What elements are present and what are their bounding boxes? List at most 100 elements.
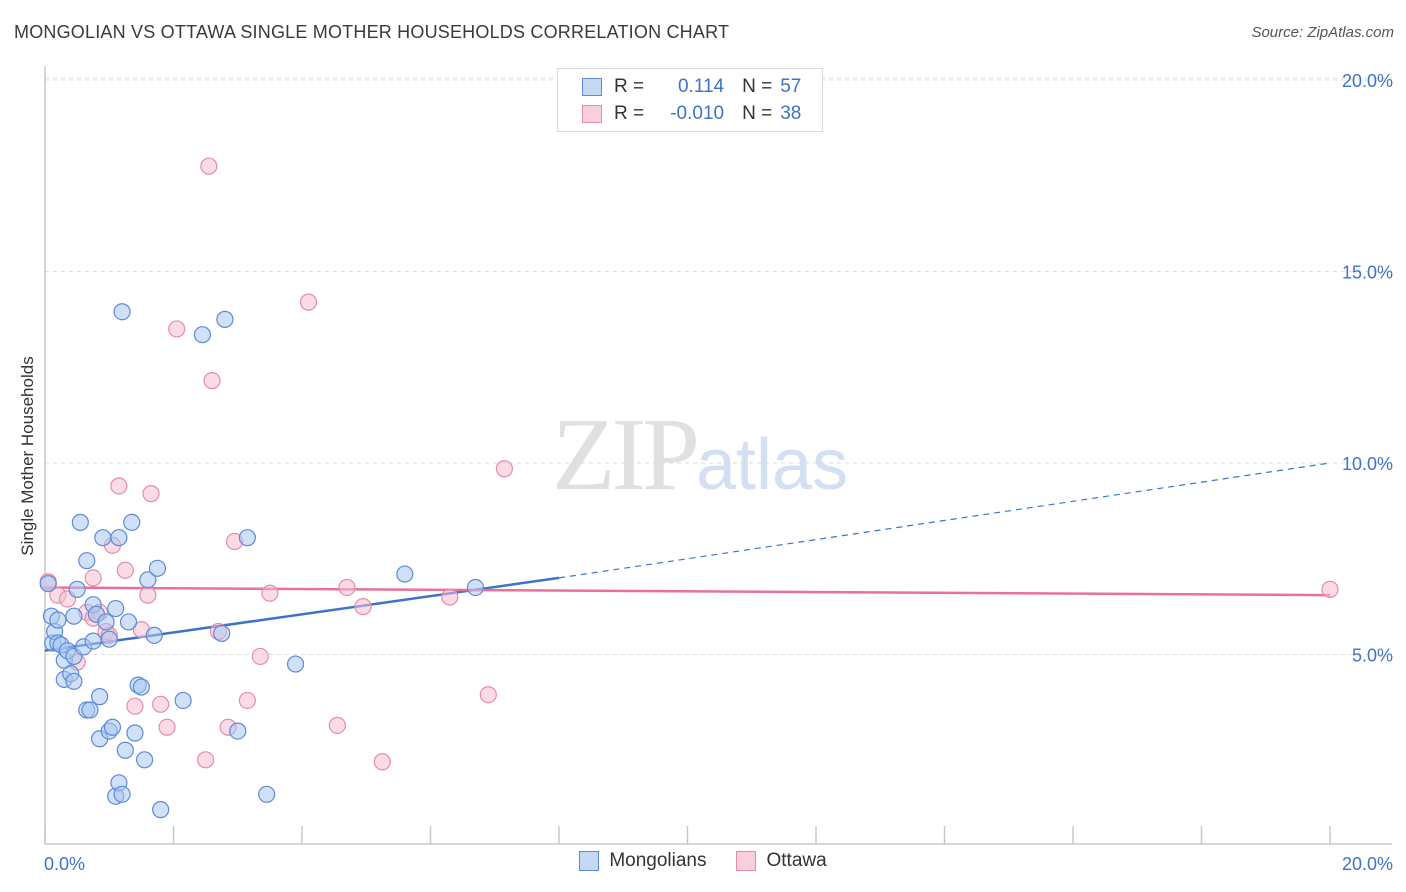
y-tick-label: 5.0% bbox=[1352, 646, 1393, 666]
ottawa-point bbox=[139, 586, 157, 604]
ottawa-point bbox=[126, 697, 144, 715]
legend-row-ottawa: R = -0.010 N = 38 bbox=[582, 102, 801, 126]
ottawa-point bbox=[197, 751, 215, 769]
mongolians-point bbox=[152, 801, 170, 819]
mongolians-point bbox=[126, 724, 144, 742]
ottawa-point bbox=[168, 320, 186, 338]
x-tick-label-max: 20.0% bbox=[1342, 854, 1393, 874]
ottawa-point bbox=[261, 584, 279, 602]
n-label: N = bbox=[742, 103, 773, 124]
mongolians-point bbox=[148, 559, 167, 577]
ottawa-point bbox=[373, 753, 391, 771]
tick-labels: 5.0% 10.0% 15.0% 20.0% 0.0% 20.0% bbox=[44, 71, 1393, 874]
ottawa-point bbox=[152, 695, 170, 713]
mongolians-point bbox=[135, 751, 154, 769]
ottawa-point bbox=[84, 569, 102, 587]
ottawa-point bbox=[441, 588, 459, 606]
n-label: N = bbox=[742, 76, 773, 97]
mongolians-point bbox=[49, 611, 67, 629]
data-points bbox=[39, 157, 1339, 819]
watermark-atlas: atlas bbox=[696, 425, 849, 505]
mongolians-point bbox=[116, 741, 134, 759]
mongolians-point bbox=[216, 310, 234, 328]
n-value: 57 bbox=[780, 76, 802, 97]
source-label: Source: ZipAtlas.com bbox=[1251, 24, 1394, 41]
ottawa-point bbox=[251, 647, 269, 666]
mongolians-point bbox=[123, 513, 141, 531]
mongolians-point bbox=[91, 688, 109, 706]
blue-swatch bbox=[582, 78, 602, 96]
pink-swatch bbox=[736, 851, 757, 871]
grid bbox=[45, 77, 1392, 655]
ottawa-point bbox=[200, 157, 218, 175]
mongolians-point bbox=[193, 326, 212, 344]
legend-item-ottawa[interactable]: Ottawa bbox=[736, 850, 827, 872]
y-tick-label: 20.0% bbox=[1342, 71, 1393, 91]
trend-lines bbox=[44, 462, 1331, 652]
mongolians-point bbox=[65, 607, 83, 625]
mongolians-point bbox=[145, 626, 163, 644]
mongolians-point bbox=[97, 613, 115, 631]
ottawa-point bbox=[479, 686, 497, 704]
pink-swatch bbox=[582, 105, 602, 123]
r-label: R = bbox=[614, 103, 645, 124]
trend-line-ottawa bbox=[44, 586, 1331, 597]
mongolians-point bbox=[238, 529, 256, 547]
y-tick-label: 10.0% bbox=[1342, 454, 1393, 474]
legend-item-mongolians[interactable]: Mongolians bbox=[579, 850, 706, 872]
mongolians-point bbox=[78, 552, 96, 570]
ottawa-point bbox=[203, 372, 221, 390]
series-legend: Mongolians Ottawa bbox=[0, 850, 1406, 872]
watermark-zip: ZIP bbox=[552, 397, 700, 512]
x-tick-label-min: 0.0% bbox=[44, 854, 85, 874]
axes bbox=[44, 66, 1392, 845]
correlation-legend: R = 0.114 N = 57 R = -0.010 N = 38 bbox=[557, 68, 823, 132]
blue-swatch bbox=[579, 851, 600, 871]
n-value: 38 bbox=[780, 103, 802, 124]
mongolians-point bbox=[65, 672, 83, 690]
mongolians-point bbox=[68, 580, 86, 598]
mongolians-point bbox=[139, 571, 157, 589]
mongolians-point bbox=[258, 785, 276, 803]
legend-label-mongolians: Mongolians bbox=[609, 850, 707, 871]
ottawa-point bbox=[299, 293, 318, 311]
ottawa-point bbox=[158, 718, 176, 736]
mongolians-point bbox=[286, 655, 305, 673]
ottawa-point bbox=[1321, 580, 1339, 598]
mongolians-point bbox=[174, 691, 192, 710]
mongolians-point bbox=[100, 630, 118, 648]
mongolians-point bbox=[113, 785, 131, 803]
mongolians-point bbox=[39, 575, 57, 593]
ottawa-point bbox=[495, 460, 513, 478]
mongolians-point bbox=[107, 599, 125, 618]
mongolians-point bbox=[94, 529, 112, 547]
ottawa-point bbox=[338, 578, 356, 597]
y-tick-label: 15.0% bbox=[1342, 263, 1393, 283]
mongolians-point bbox=[119, 613, 138, 631]
r-value: -0.010 bbox=[670, 103, 725, 124]
chart-title: MONGOLIAN VS OTTAWA SINGLE MOTHER HOUSEH… bbox=[14, 22, 730, 42]
ottawa-point bbox=[328, 716, 346, 734]
r-value: 0.114 bbox=[677, 76, 725, 97]
ottawa-point bbox=[238, 691, 256, 710]
legend-row-mongolians: R = 0.114 N = 57 bbox=[582, 75, 801, 99]
ottawa-point bbox=[116, 561, 134, 579]
mongolians-point bbox=[84, 632, 102, 650]
watermark: ZIPatlas bbox=[552, 395, 848, 514]
mongolians-point bbox=[396, 565, 414, 583]
mongolians-point bbox=[113, 303, 131, 321]
mongolians-point bbox=[213, 624, 231, 643]
legend-label-ottawa: Ottawa bbox=[766, 850, 827, 871]
trend-line-mongolians-projection bbox=[558, 462, 1331, 579]
mongolians-point bbox=[132, 678, 150, 696]
mongolians-point bbox=[229, 722, 247, 740]
ottawa-point bbox=[142, 485, 160, 503]
r-label: R = bbox=[614, 76, 645, 97]
ottawa-point bbox=[354, 598, 372, 616]
mongolians-point bbox=[103, 718, 122, 736]
mongolians-point bbox=[110, 529, 128, 547]
mongolians-point bbox=[466, 578, 485, 597]
mongolians-point bbox=[81, 701, 99, 719]
ottawa-point bbox=[110, 477, 128, 495]
